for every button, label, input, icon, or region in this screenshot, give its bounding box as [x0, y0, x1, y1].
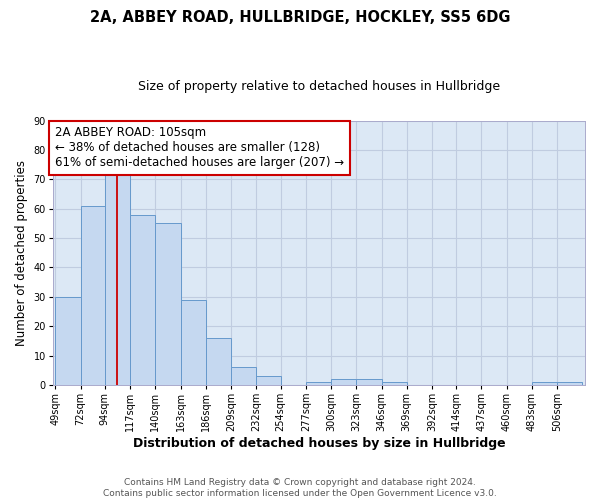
Bar	[80, 206, 105, 385]
Bar	[331, 379, 356, 385]
Bar	[155, 224, 181, 385]
Title: Size of property relative to detached houses in Hullbridge: Size of property relative to detached ho…	[138, 80, 500, 93]
Bar	[256, 376, 281, 385]
Bar	[206, 338, 231, 385]
Y-axis label: Number of detached properties: Number of detached properties	[15, 160, 28, 346]
Text: 2A ABBEY ROAD: 105sqm
← 38% of detached houses are smaller (128)
61% of semi-det: 2A ABBEY ROAD: 105sqm ← 38% of detached …	[55, 126, 344, 170]
Bar	[557, 382, 583, 385]
Bar	[382, 382, 407, 385]
Text: 2A, ABBEY ROAD, HULLBRIDGE, HOCKLEY, SS5 6DG: 2A, ABBEY ROAD, HULLBRIDGE, HOCKLEY, SS5…	[90, 10, 510, 25]
X-axis label: Distribution of detached houses by size in Hullbridge: Distribution of detached houses by size …	[133, 437, 505, 450]
Bar	[105, 164, 130, 385]
Bar	[55, 297, 80, 385]
Bar	[306, 382, 331, 385]
Bar	[181, 300, 206, 385]
Bar	[231, 368, 256, 385]
Bar	[356, 379, 382, 385]
Bar	[130, 214, 155, 385]
Text: Contains HM Land Registry data © Crown copyright and database right 2024.
Contai: Contains HM Land Registry data © Crown c…	[103, 478, 497, 498]
Bar	[532, 382, 557, 385]
